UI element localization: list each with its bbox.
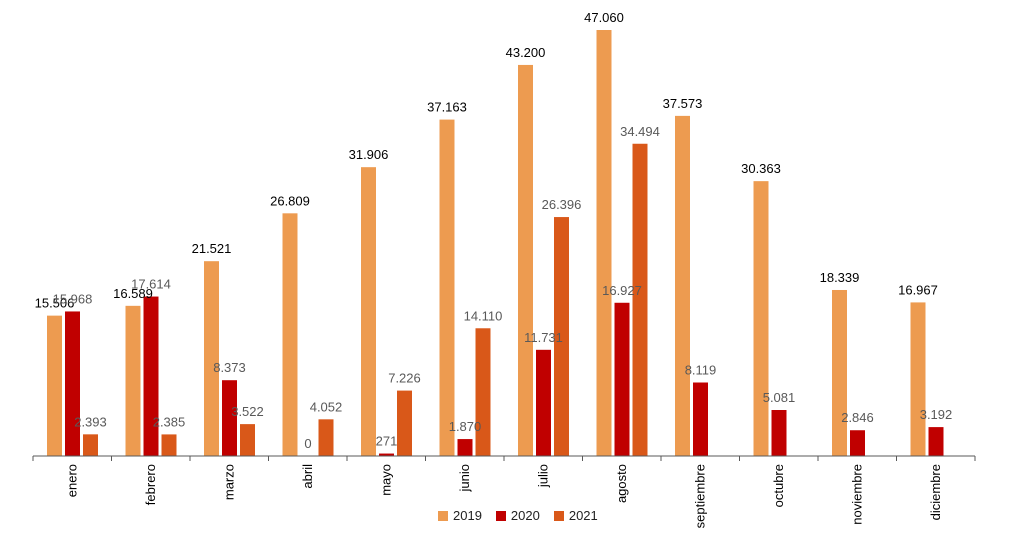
data-label-2020-abril: 0	[304, 436, 311, 451]
bar-2021-abril	[318, 419, 334, 456]
legend-item-2019: 2019	[438, 508, 482, 523]
bar-2019-octubre	[753, 181, 769, 456]
legend-swatch-2020	[495, 510, 506, 521]
bar-2019-mayo	[361, 167, 376, 456]
bar-2021-julio	[554, 217, 569, 456]
bar-2021-junio	[475, 328, 491, 456]
bar-2019-junio	[439, 119, 455, 456]
data-label-2021-julio: 26.396	[542, 197, 582, 212]
legend-item-2020: 2020	[495, 508, 540, 523]
data-label-2020-noviembre: 2.846	[841, 410, 874, 425]
data-label-2021-agosto: 34.494	[620, 124, 660, 139]
data-label-2021-junio: 14.110	[464, 308, 503, 323]
data-label-2020-septiembre: 8.119	[685, 363, 717, 378]
legend: 2019 2020 2021	[438, 508, 598, 523]
data-label-2020-junio: 1.870	[449, 419, 482, 434]
bars-layer	[47, 30, 944, 457]
data-label-2019-diciembre: 16.967	[898, 282, 938, 297]
data-label-2020-febrero: 17.614	[131, 277, 171, 292]
bar-2020-febrero	[143, 296, 159, 456]
bar-2020-octubre	[771, 410, 787, 456]
bar-2019-marzo	[204, 261, 219, 456]
data-label-2021-marzo: 3.522	[231, 404, 264, 419]
x-tick-label-noviembre: noviembre	[849, 464, 864, 525]
bar-2019-abril	[282, 213, 298, 456]
bar-2021-mayo	[397, 390, 412, 456]
x-tick-label-mayo: mayo	[378, 464, 393, 496]
bar-2019-diciembre	[910, 302, 926, 456]
bar-2020-julio	[536, 349, 551, 456]
bar-2020-enero	[65, 311, 80, 456]
data-label-2019-mayo: 31.906	[349, 147, 389, 162]
bar-2020-diciembre	[928, 427, 944, 456]
legend-swatch-2019	[438, 510, 448, 521]
legend-label-2020: 2020	[510, 508, 540, 523]
data-label-2019-marzo: 21.521	[192, 241, 232, 256]
x-tick-label-marzo: marzo	[221, 464, 236, 500]
data-label-2019-agosto: 47.060	[584, 10, 624, 25]
x-tick-label-febrero: febrero	[143, 464, 158, 505]
x-tick-label-abril: abril	[300, 464, 315, 489]
data-label-2019-febrero: 16.589	[113, 286, 153, 301]
bar-2019-noviembre	[832, 289, 847, 456]
x-tick-label-enero: enero	[64, 464, 79, 497]
data-label-2019-julio: 43.200	[506, 45, 546, 60]
data-label-2020-diciembre: 3.192	[920, 407, 953, 422]
data-label-2020-marzo: 8.373	[213, 360, 246, 375]
data-label-2021-febrero: 2.385	[153, 414, 186, 429]
data-label-2020-octubre: 5.081	[763, 390, 796, 405]
bar-2021-agosto	[632, 143, 648, 457]
data-label-2021-enero: 2.393	[74, 414, 107, 429]
bar-2021-febrero	[161, 434, 177, 456]
legend-label-2021: 2021	[568, 508, 598, 523]
data-label-2020-mayo: 271	[376, 434, 398, 449]
bar-2020-noviembre	[850, 430, 865, 456]
bar-2019-agosto	[596, 30, 612, 456]
x-tick-label-diciembre: diciembre	[928, 464, 943, 520]
data-label-2019-enero: 15.506	[35, 296, 75, 311]
data-label-2020-julio: 11.731	[524, 330, 563, 345]
data-label-2019-septiembre: 37.573	[663, 96, 703, 111]
x-tick-label-agosto: agosto	[614, 464, 629, 503]
x-tick-label-junio: junio	[457, 464, 472, 492]
data-label-2019-octubre: 30.363	[741, 161, 781, 176]
x-ticks-layer: enero febrero marzo abril mayo junio julio agos…	[32, 456, 976, 528]
legend-swatch-2021	[553, 510, 564, 521]
data-label-2019-junio: 37.163	[427, 100, 467, 115]
bar-2020-mayo	[379, 453, 394, 456]
data-label-2020-agosto: 16.927	[602, 283, 642, 298]
x-tick-label-septiembre: septiembre	[692, 464, 707, 528]
x-tick-label-julio: julio	[535, 464, 550, 488]
bar-2019-enero	[47, 315, 62, 456]
bar-2019-julio	[518, 64, 533, 457]
bar-2020-agosto	[614, 302, 630, 456]
bar-2020-septiembre	[693, 382, 708, 456]
data-label-2019-abril: 26.809	[270, 193, 310, 208]
data-label-2021-mayo: 7.226	[388, 371, 421, 386]
legend-label-2019: 2019	[453, 508, 482, 523]
bar-2021-enero	[83, 434, 98, 456]
bar-2019-febrero	[125, 305, 141, 456]
legend-item-2021: 2021	[553, 508, 598, 523]
data-label-2020-enero: 15.968	[53, 291, 93, 306]
bar-2020-junio	[457, 439, 473, 456]
data-label-2021-abril: 4.052	[310, 399, 343, 414]
bar-2019-septiembre	[675, 115, 690, 457]
x-tick-label-octubre: octubre	[771, 464, 786, 507]
bar-2020-marzo	[222, 380, 237, 456]
bar-2021-marzo	[240, 424, 255, 456]
data-label-2019-noviembre: 18.339	[820, 270, 860, 285]
